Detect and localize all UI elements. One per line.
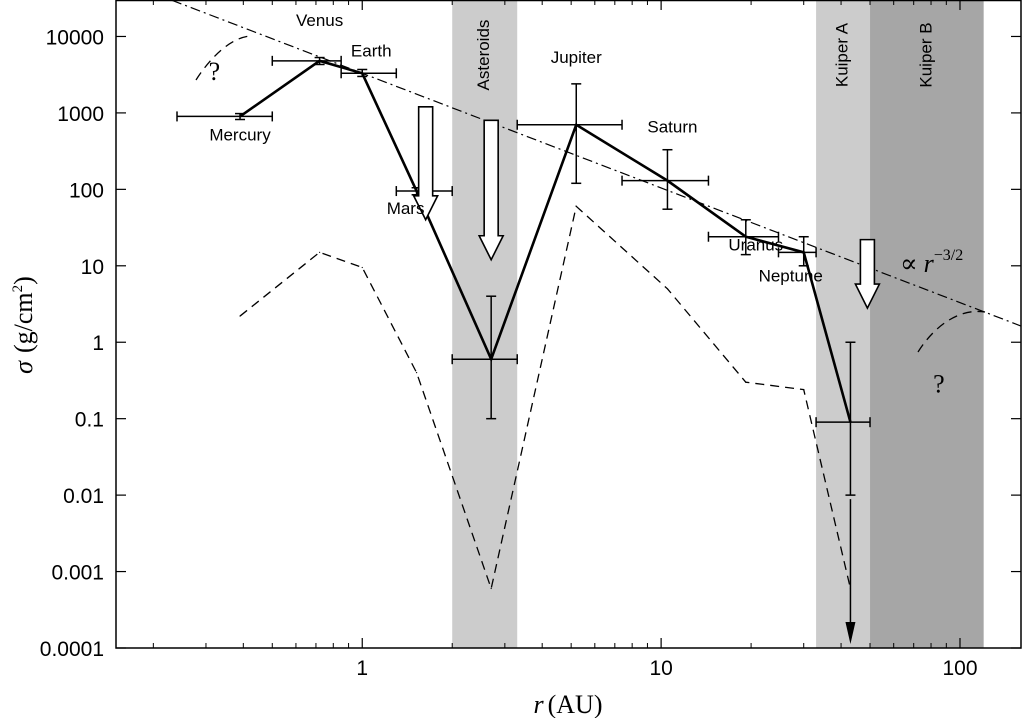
dashed-series-point-2	[361, 266, 363, 269]
hollow-arrow-0	[412, 106, 439, 222]
y-axis-unit-prefix: (g/cm	[9, 292, 38, 353]
inner-extrapolation-arc	[195, 35, 251, 81]
x-axis-title: r (AU)	[534, 690, 603, 718]
region-band-2	[870, 0, 984, 648]
dashed-series-point-6	[666, 288, 669, 290]
planet-label-earth: Earth	[351, 41, 392, 60]
dashed-series-point-0	[239, 315, 241, 317]
planet-label-venus: Venus	[296, 11, 343, 30]
upper-limit-arrowhead	[845, 622, 856, 644]
x-tick-label: 1	[356, 657, 368, 680]
dashed-series-point-7	[745, 381, 747, 383]
x-axis-unit: (AU)	[548, 690, 603, 718]
planet-label-jupiter: Jupiter	[551, 48, 602, 67]
regions-layer	[452, 0, 984, 648]
y-axis-title: σ (g/cm2)	[9, 276, 38, 374]
y-axis-unit-suffix: )	[9, 276, 38, 285]
y-tick-label: 10	[81, 256, 104, 279]
power-law-exp: −3/2	[934, 247, 963, 264]
dashed-series-line	[239, 205, 852, 591]
axes-layer: 1 10 100 10000 1000 100 10 1 0.1 0.01 0.001 0.0001 r…	[9, 0, 1022, 718]
y-tick-label: 0.001	[51, 562, 104, 585]
planet-labels-layer: Mercury Venus Earth Mars Jupiter Saturn Uranus…	[209, 11, 823, 285]
y-tick-label: 0.01	[63, 485, 104, 508]
y-tick-label: 0.0001	[40, 638, 104, 661]
errorbar-jupiter	[516, 83, 623, 185]
y-tick-label: 10000	[46, 26, 104, 49]
region-label-1: Kuiper A	[833, 22, 852, 87]
dashed-series-point-1	[319, 251, 321, 253]
dashed-series-point-8	[803, 389, 805, 391]
planet-label-neptune: Neptune	[759, 266, 823, 285]
region-label-2: Kuiper B	[916, 22, 935, 87]
y-axis-unit-exp: 2	[10, 285, 26, 293]
dashed-series-point-5	[575, 205, 577, 207]
region-label-0: Asteroids	[474, 20, 493, 91]
plot-frame	[115, 0, 1022, 649]
planet-label-mercury: Mercury	[209, 125, 271, 144]
region-labels-layer: Asteroids Kuiper A Kuiper B	[474, 20, 935, 91]
dashed-series-point-4	[490, 587, 492, 590]
y-tick-label: 100	[69, 179, 104, 202]
region-band-1	[816, 0, 871, 648]
power-law-prefix: ∝	[900, 249, 918, 278]
errorbars-layer	[176, 55, 871, 644]
annotations-layer: ∝ r−3/2??	[195, 35, 986, 399]
planet-label-saturn: Saturn	[647, 118, 697, 137]
question-mark-1: ?	[933, 370, 945, 399]
dashed-series-point-3	[415, 372, 418, 374]
power-law-label: ∝ r−3/2	[900, 247, 963, 278]
arrows-layer	[412, 106, 881, 310]
main-line-layer	[239, 59, 852, 423]
power-law-var: r	[924, 249, 935, 278]
dashed-line-layer	[239, 205, 852, 591]
x-axis-var: r	[534, 690, 545, 718]
main-series-line	[239, 59, 852, 423]
region-band-0	[452, 0, 518, 648]
planet-label-mars: Mars	[387, 199, 425, 218]
errorbar-neptune	[777, 235, 817, 267]
y-tick-label: 0.1	[75, 409, 104, 432]
hollow-arrow-1	[477, 119, 505, 262]
errorbar-mercury	[176, 111, 274, 122]
x-tick-label: 10	[649, 657, 672, 680]
y-tick-label: 1	[92, 332, 104, 355]
planet-label-uranus: Uranus	[728, 236, 783, 255]
hollow-arrow-2	[854, 238, 881, 310]
y-axis-var: σ	[9, 360, 38, 374]
question-mark-0: ?	[209, 57, 221, 86]
outer-extrapolation-arc	[917, 310, 986, 353]
y-tick-label: 1000	[57, 103, 104, 126]
x-tick-label: 100	[942, 657, 977, 680]
